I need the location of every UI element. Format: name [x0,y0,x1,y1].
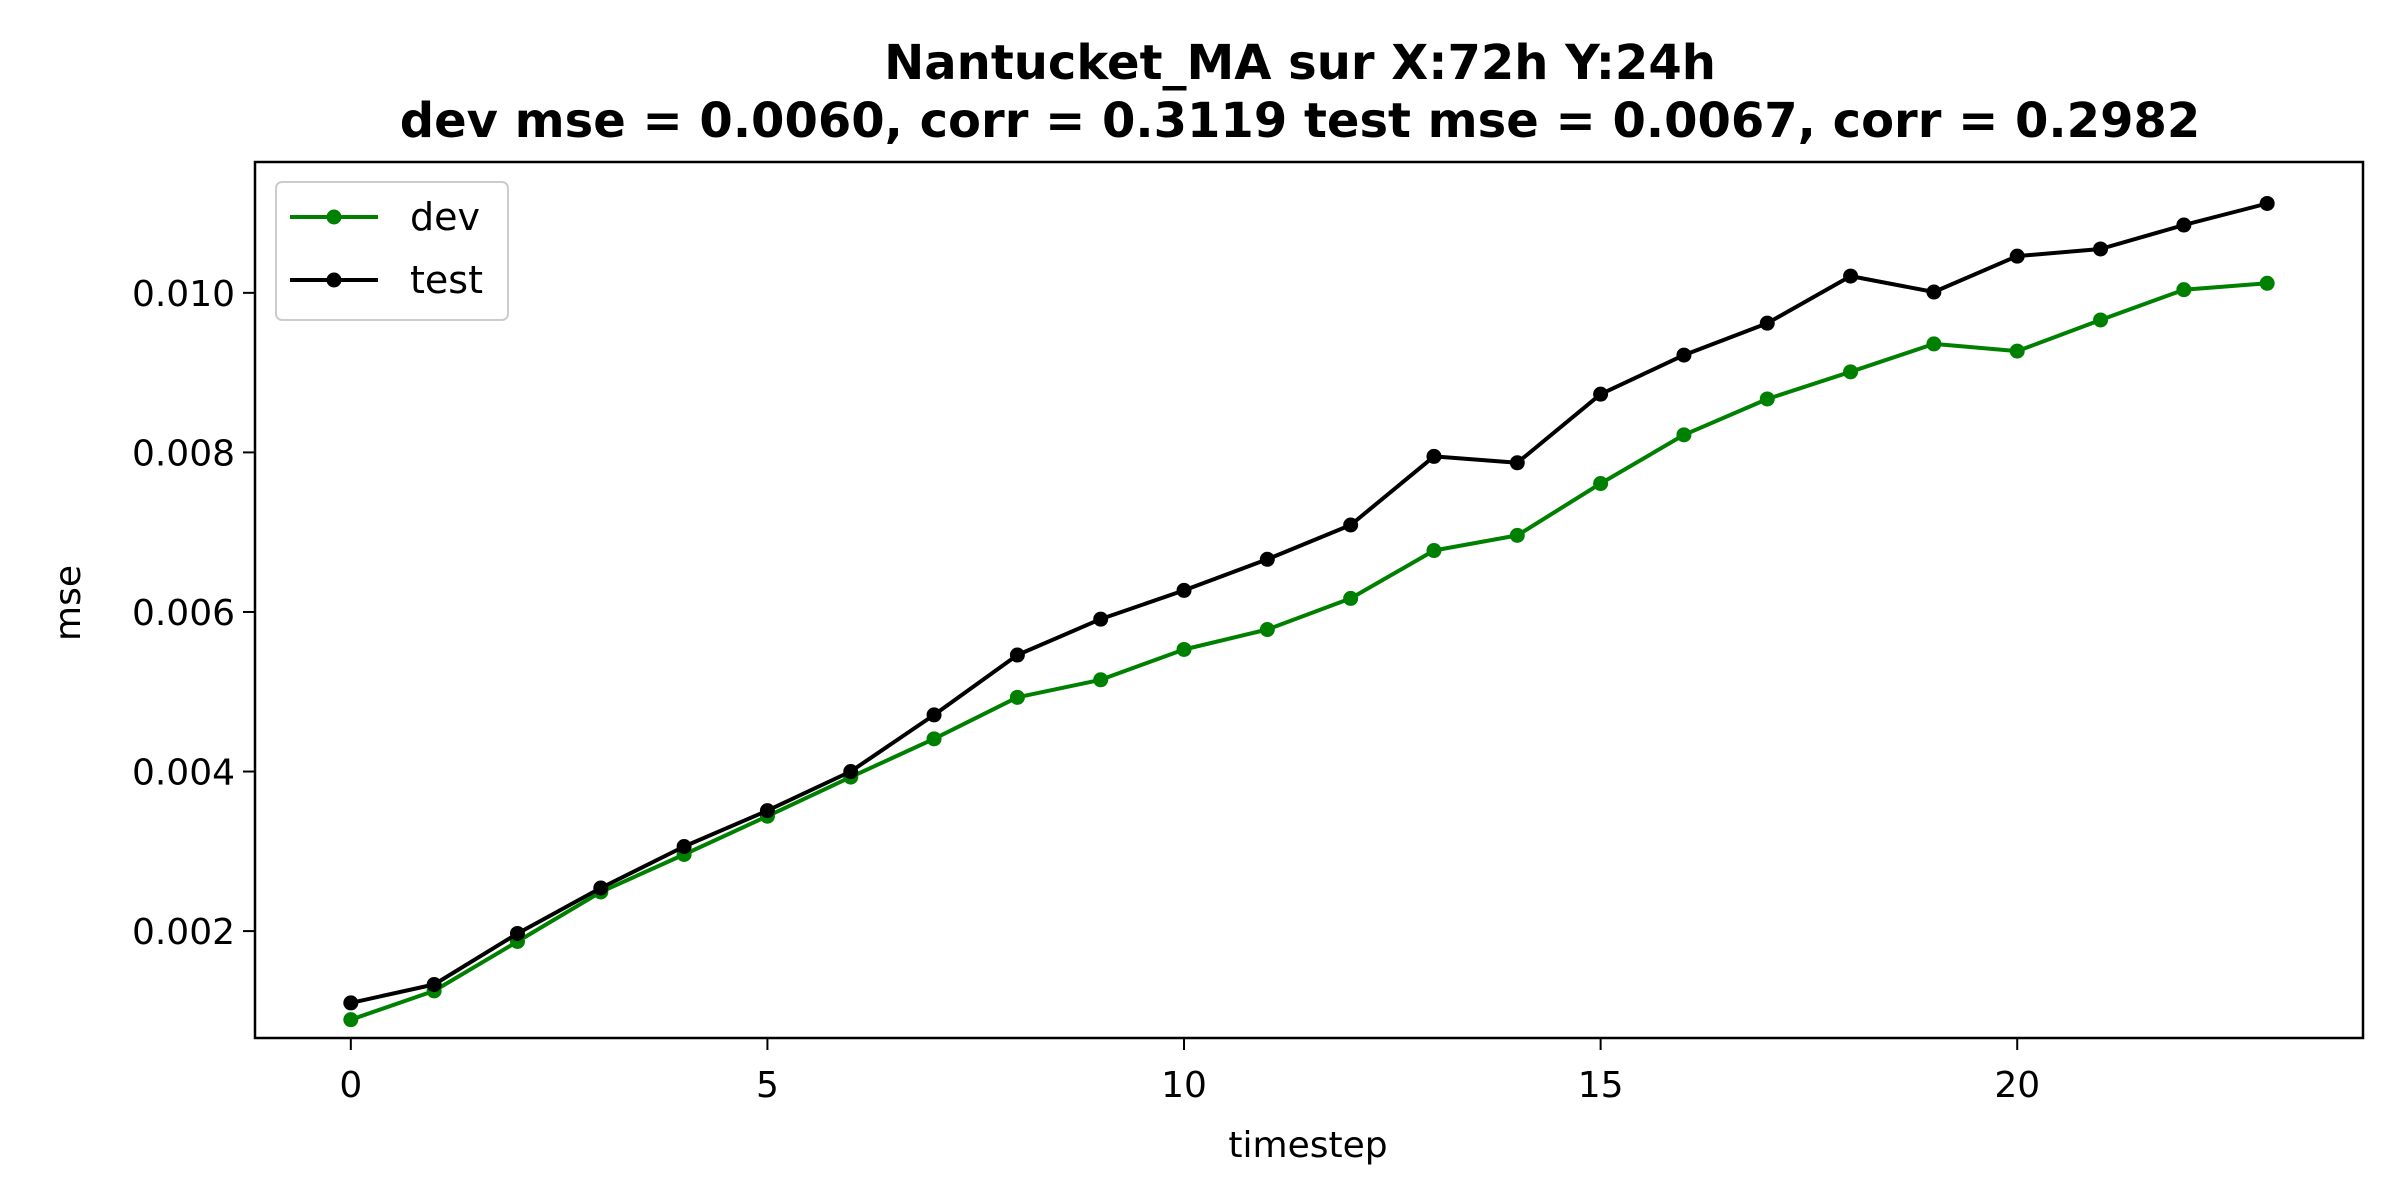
data-point-test [1676,347,1692,363]
series-layer [343,195,2275,1028]
data-point-test [1759,315,1775,331]
data-point-test [426,977,442,993]
x-axis-ticks: 0 5 10 15 20 [339,1038,2040,1106]
data-point-test [676,839,692,855]
x-tick-label: 5 [756,1065,779,1106]
data-point-test [1343,517,1359,533]
legend-label-dev: dev [410,195,480,239]
data-point-dev [926,731,942,747]
data-point-test [1176,582,1192,598]
data-point-dev [1343,590,1359,606]
legend-label-test: test [410,258,483,302]
data-point-test [843,764,859,780]
y-tick-label: 0.010 [132,274,235,315]
y-axis-ticks: 0.002 0.004 0.006 0.008 0.010 [132,274,255,953]
data-point-test [1259,551,1275,567]
x-tick-label: 15 [1578,1065,1624,1106]
data-point-test [2259,195,2275,211]
data-point-dev [2093,312,2109,328]
chart-title: Nantucket_MA sur X:72h Y:24h [884,35,1716,91]
data-point-dev [2009,343,2025,359]
data-point-dev [1843,364,1859,380]
data-point-test [1593,386,1609,402]
data-point-test [1426,448,1442,464]
chart-subtitle: dev mse = 0.0060, corr = 0.3119 test mse… [400,93,2201,149]
data-point-dev [1759,391,1775,407]
legend-swatch-marker [326,272,342,288]
data-point-dev [1509,527,1525,543]
data-point-dev [343,1012,359,1028]
data-point-test [1843,268,1859,284]
y-tick-label: 0.006 [132,593,235,634]
data-point-test [593,880,609,896]
data-point-test [509,925,525,941]
data-point-dev [2259,275,2275,291]
data-point-dev [1093,672,1109,688]
data-point-dev [1176,641,1192,657]
data-point-dev [1926,336,1942,352]
plot-area [253,160,2365,1040]
data-point-test [1926,284,1942,300]
data-point-test [2009,248,2025,264]
y-tick-label: 0.004 [132,753,235,794]
data-point-test [343,995,359,1011]
data-point-dev [1676,427,1692,443]
plot-frame [253,160,2365,1040]
data-point-test [759,803,775,819]
data-point-dev [1593,476,1609,492]
data-point-dev [1259,622,1275,638]
x-axis-label: timestep [1228,1125,1387,1166]
series-line-dev [350,281,2268,1022]
series-test [343,195,2275,1011]
y-tick-label: 0.002 [132,912,235,953]
data-point-test [926,707,942,723]
legend: dev test [275,181,509,321]
x-tick-label: 0 [339,1065,362,1106]
data-point-test [2176,217,2192,233]
data-point-test [1009,647,1025,663]
legend-swatch-marker [326,209,342,225]
x-tick-label: 10 [1161,1065,1207,1106]
data-point-test [1509,455,1525,471]
data-point-dev [1009,689,1025,705]
data-point-dev [1426,543,1442,559]
y-tick-label: 0.008 [132,433,235,474]
series-dev [343,275,2275,1028]
data-point-test [2093,241,2109,257]
data-point-dev [2176,282,2192,298]
x-tick-label: 20 [1994,1065,2040,1106]
y-axis-label: mse [48,565,89,641]
series-line-test [350,201,2268,1005]
data-point-test [1093,611,1109,627]
